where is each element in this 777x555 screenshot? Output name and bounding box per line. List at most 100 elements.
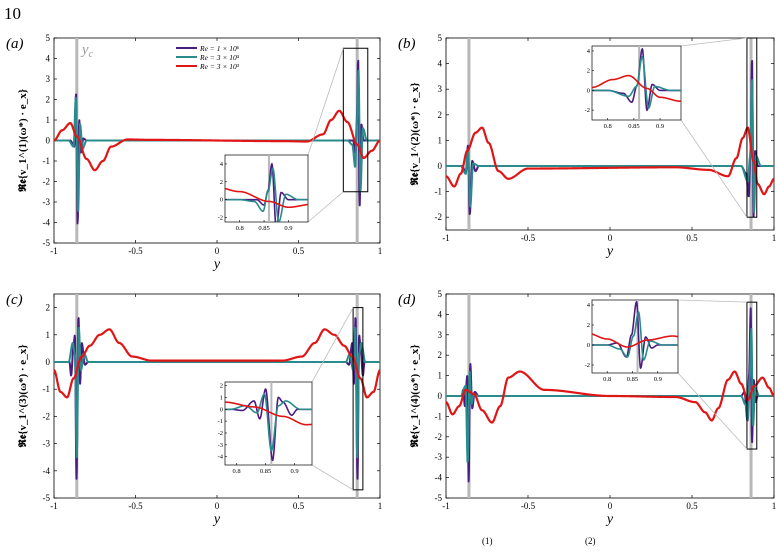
series-line-3 [445,370,775,424]
panel-4: -1 -0.5 0 0.5 1 -5 -4 -3 -2 -1 0 1 2 3 4 5 y 𝕽𝖊{v_1^(4)(ω… [398,289,776,527]
x-axis-label: y [212,257,221,272]
inset: 0.8 0.85 0.9 -2 0 2 4 [585,299,679,383]
inset-x-tick-label: 0.85 [627,376,638,383]
y-tick-label: -1 [43,156,51,166]
panel-2: -1 -0.5 0 0.5 1 -2 -1 0 1 2 3 4 5 y 𝕽𝖊{v_1^(2)(ω*) · e… [398,33,776,259]
x-tick-label: 1 [378,501,383,511]
panel-label: (b) [398,36,416,52]
x-tick-label: -0.5 [521,501,536,511]
y-tick-label: 1 [438,135,443,145]
x-tick-label: 1 [772,233,777,243]
inset-y-tick-label: -2 [585,362,590,369]
y-tick-label: 3 [438,84,443,94]
inset-y-tick-label: 1 [220,394,223,401]
y-tick-label: -1 [435,187,443,197]
y-tick-label: -2 [435,212,443,222]
y-tick-label: -4 [43,218,51,228]
y-tick-label: -1 [435,411,443,421]
y-tick-label: 0 [438,391,443,401]
inset: 0.8 0.85 0.9 -2 0 2 4 [585,45,682,130]
inset-x-tick-label: 0.8 [233,468,241,475]
y-tick-label: -2 [43,177,51,187]
inset-y-tick-label: -1 [218,418,223,425]
inset-x-tick-label: 0.8 [604,123,612,130]
inset-x-tick-label: 0.8 [603,376,611,383]
x-tick-label: 0.5 [293,501,305,511]
y-tick-label: 2 [46,303,51,313]
zoom-box [342,47,369,193]
inset-series-line-2 [225,393,312,452]
y-tick-label: 0 [46,357,51,367]
series-line-3 [53,328,381,399]
y-tick-label: 5 [438,33,443,43]
y-tick-label: 4 [438,59,443,69]
caption-sup-2: (2) [585,536,596,546]
y-axis-label: 𝕽𝖊{v_1^(1)(ω*) · e_x} [17,89,29,192]
x-tick-label: 0 [608,501,613,511]
y-tick-label: 2 [438,110,443,120]
zoom-box [746,301,758,450]
zoom-box [746,37,758,218]
y-tick-label: 0 [46,136,51,146]
zoom-box [352,307,364,491]
y-axis-label: 𝕽𝖊{v_1^(4)(ω*) · e_x} [409,344,421,447]
series-line-2 [53,326,381,459]
inset-x-tick-label: 0.85 [628,123,639,130]
inset-y-tick-label: 2 [587,322,590,329]
inset-y-tick-label: -4 [218,454,224,461]
inset-frame [591,45,682,121]
inset-y-tick-label: 0 [587,87,590,94]
inset-y-tick-label: 4 [587,48,591,55]
zoom-connector [680,119,748,218]
y-tick-label: -2 [43,411,51,421]
y-tick-label: 3 [46,74,51,84]
x-tick-label: 0.5 [686,233,698,243]
x-tick-label: 0 [215,501,220,511]
inset-x-tick-label: 0.85 [260,468,271,475]
inset-frame [224,154,309,223]
panel-label: (d) [398,292,416,308]
y-tick-label: 5 [438,289,443,299]
x-tick-label: -0.5 [521,233,536,243]
inset-x-tick-label: 0.9 [291,468,299,475]
inset-x-tick-label: 0.9 [656,123,664,130]
inset-series-line-3 [592,74,681,103]
y-tick-label: 1 [46,330,51,340]
inset-y-tick-label: -2 [585,107,590,114]
y-tick-label: -1 [43,384,51,394]
x-tick-label: 1 [772,501,777,511]
inset-y-tick-label: 0 [220,197,223,204]
x-tick-label: 1 [378,246,383,256]
y-tick-label: -3 [43,197,51,207]
x-tick-label: -1 [442,233,450,243]
y-tick-label: 1 [46,115,51,125]
inset-series-line-2 [225,167,308,222]
panel-3: -1 -0.5 0 0.5 1 -5 -4 -3 -2 -1 0 1 2 y 𝕽𝖊{v_1^(3)(ω*) … [6,292,382,527]
x-axis-label: y [605,512,614,527]
inset-y-tick-label: 0 [587,342,590,349]
zoom-connector [677,372,748,450]
axes-frame [53,293,381,499]
x-tick-label: -0.5 [128,246,143,256]
y-axis-label: 𝕽𝖊{v_1^(3)(ω*) · e_x} [17,344,29,447]
inset: 0.8 0.85 0.9 -4 -3 -2 -1 0 1 2 [218,381,313,475]
caption-sup-1: (1) [482,536,493,546]
inset-series-line-3 [592,333,678,348]
x-tick-label: 0 [608,233,613,243]
x-axis-label: y [212,512,221,527]
y-tick-label: 4 [438,309,443,319]
x-tick-label: -1 [50,246,58,256]
y-tick-label: -4 [435,473,443,483]
x-tick-label: -0.5 [128,501,143,511]
y-tick-label: -5 [43,493,51,503]
x-tick-label: -1 [50,501,58,511]
inset-x-tick-label: 0.9 [284,225,292,232]
panel-1: -1 -0.5 0 0.5 1 -5 -4 -3 -2 -1 0 1 2 3 4 5 y 𝕽𝖊{v_1^(1)(ω… [6,33,382,272]
series-line-3 [445,126,775,196]
y-tick-label: 0 [438,161,443,171]
y-tick-label: 5 [46,33,51,43]
y-tick-label: 2 [438,350,443,360]
inset-series-line-3 [225,401,312,426]
